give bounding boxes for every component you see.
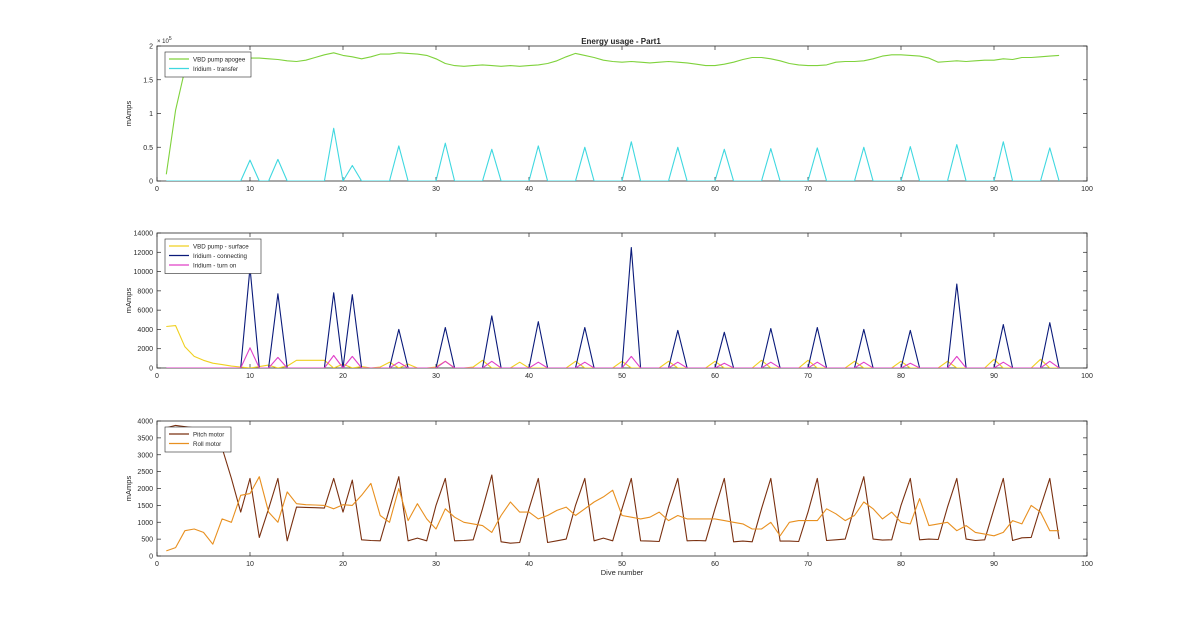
y-tick-label: 6000	[137, 308, 153, 315]
y-tick-label: 14000	[134, 231, 154, 238]
series-line-iridium-transfer	[166, 127, 1060, 181]
series-line-vbd-pump-apogee	[165, 52, 1060, 175]
x-tick-label: 40	[525, 186, 533, 193]
x-tick-label: 50	[618, 561, 626, 568]
x-tick-label: 50	[618, 186, 626, 193]
y-tick-label: 1	[149, 111, 153, 118]
legend-label: Pitch motor	[193, 431, 224, 438]
y-tick-label: 4000	[137, 327, 153, 334]
x-tick-label: 0	[155, 186, 159, 193]
legend-label: VBD pump - surface	[193, 243, 249, 250]
x-tick-label: 50	[618, 373, 626, 380]
y-exponent-power: 5	[169, 36, 172, 42]
y-axis-label: mAmps	[124, 476, 133, 502]
y-tick-label: 10000	[134, 269, 154, 276]
x-tick-label: 90	[990, 373, 998, 380]
legend-label: Iridium - turn on	[193, 262, 237, 269]
y-tick-label: 12000	[134, 250, 154, 257]
x-tick-label: 100	[1081, 561, 1093, 568]
subplot-1: 0 10 20 30 40 50 60 70 80 90 100 0 0.5 1 1.5 2 × 105 mAmp…	[124, 36, 1093, 193]
y-tick-label: 3000	[137, 452, 153, 459]
subplot-2: 0 10 20 30 40 50 60 70 80 90 100 0 2000 4000 6000 8000 1…	[124, 231, 1093, 381]
x-tick-label: 100	[1081, 373, 1093, 380]
y-exponent-label: × 105	[157, 36, 172, 45]
y-tick-label: 2000	[137, 346, 153, 353]
legend-label: Iridium - connecting	[193, 253, 248, 260]
y-tick-label: 1.5	[143, 77, 153, 84]
x-tick-label: 30	[432, 186, 440, 193]
axes-box	[156, 232, 1088, 369]
series-line-iridium-connecting	[166, 246, 1060, 368]
legend-box	[164, 426, 232, 453]
y-tick-label: 1000	[137, 520, 153, 527]
figure-title: Energy usage - Part1	[581, 37, 661, 46]
x-tick-label: 90	[990, 186, 998, 193]
x-tick-label: 100	[1081, 186, 1093, 193]
legend-label: Roll motor	[193, 441, 221, 448]
y-tick-label: 2	[149, 44, 153, 51]
y-tick-label: 1500	[137, 503, 153, 510]
y-tick-label: 0.5	[143, 145, 153, 152]
subplot-3: 0 10 20 30 40 50 60 70 80 90 100050010001500200025…	[124, 419, 1093, 578]
axes-box	[156, 420, 1088, 557]
x-tick-label: 80	[897, 186, 905, 193]
y-tick-label: 3500	[137, 435, 153, 442]
series-line-vbd-pump-surface	[166, 325, 1060, 368]
legend-label: VBD pump apogee	[193, 56, 246, 63]
y-axis-label: mAmps	[124, 288, 133, 314]
x-tick-label: 60	[711, 186, 719, 193]
series-line-pitch-motor	[166, 424, 1060, 544]
y-tick-label: 0	[149, 179, 153, 186]
x-tick-label: 30	[432, 373, 440, 380]
legend: VBD pump - surface Iridium - connecting Ir…	[164, 238, 262, 274]
legend-box	[164, 238, 262, 274]
x-tick-label: 70	[804, 561, 812, 568]
x-tick-label: 80	[897, 373, 905, 380]
y-tick-label: 4000	[137, 419, 153, 426]
x-tick-label: 40	[525, 373, 533, 380]
axes-box	[156, 45, 1088, 182]
x-tick-label: 80	[897, 561, 905, 568]
series-line-roll-motor	[166, 476, 1060, 552]
x-tick-label: 90	[990, 561, 998, 568]
x-tick-label: 70	[804, 373, 812, 380]
x-tick-label: 60	[711, 561, 719, 568]
x-tick-label: 0	[155, 373, 159, 380]
x-tick-label: 10	[246, 561, 254, 568]
series-line-iridium-turn-on	[166, 347, 1060, 368]
x-tick-label: 70	[804, 186, 812, 193]
y-tick-label: 0	[149, 554, 153, 561]
y-tick-label: 2500	[137, 469, 153, 476]
x-axis-label: Dive number	[601, 568, 644, 577]
y-axis-label: mAmps	[124, 101, 133, 127]
y-tick-label: 500	[141, 537, 153, 544]
x-tick-label: 30	[432, 561, 440, 568]
x-tick-label: 60	[711, 373, 719, 380]
y-tick-label: 2000	[137, 486, 153, 493]
x-tick-label: 40	[525, 561, 533, 568]
x-tick-label: 10	[246, 186, 254, 193]
x-tick-label: 20	[339, 186, 347, 193]
legend-label: Iridium - transfer	[193, 66, 238, 73]
legend-box	[164, 51, 252, 78]
y-tick-label: 8000	[137, 288, 153, 295]
x-tick-label: 20	[339, 373, 347, 380]
x-tick-label: 20	[339, 561, 347, 568]
x-tick-label: 10	[246, 373, 254, 380]
y-tick-label: 0	[149, 366, 153, 373]
legend: Pitch motor Roll motor	[164, 426, 232, 453]
x-tick-label: 0	[155, 561, 159, 568]
legend: VBD pump apogee Iridium - transfer	[164, 51, 252, 78]
